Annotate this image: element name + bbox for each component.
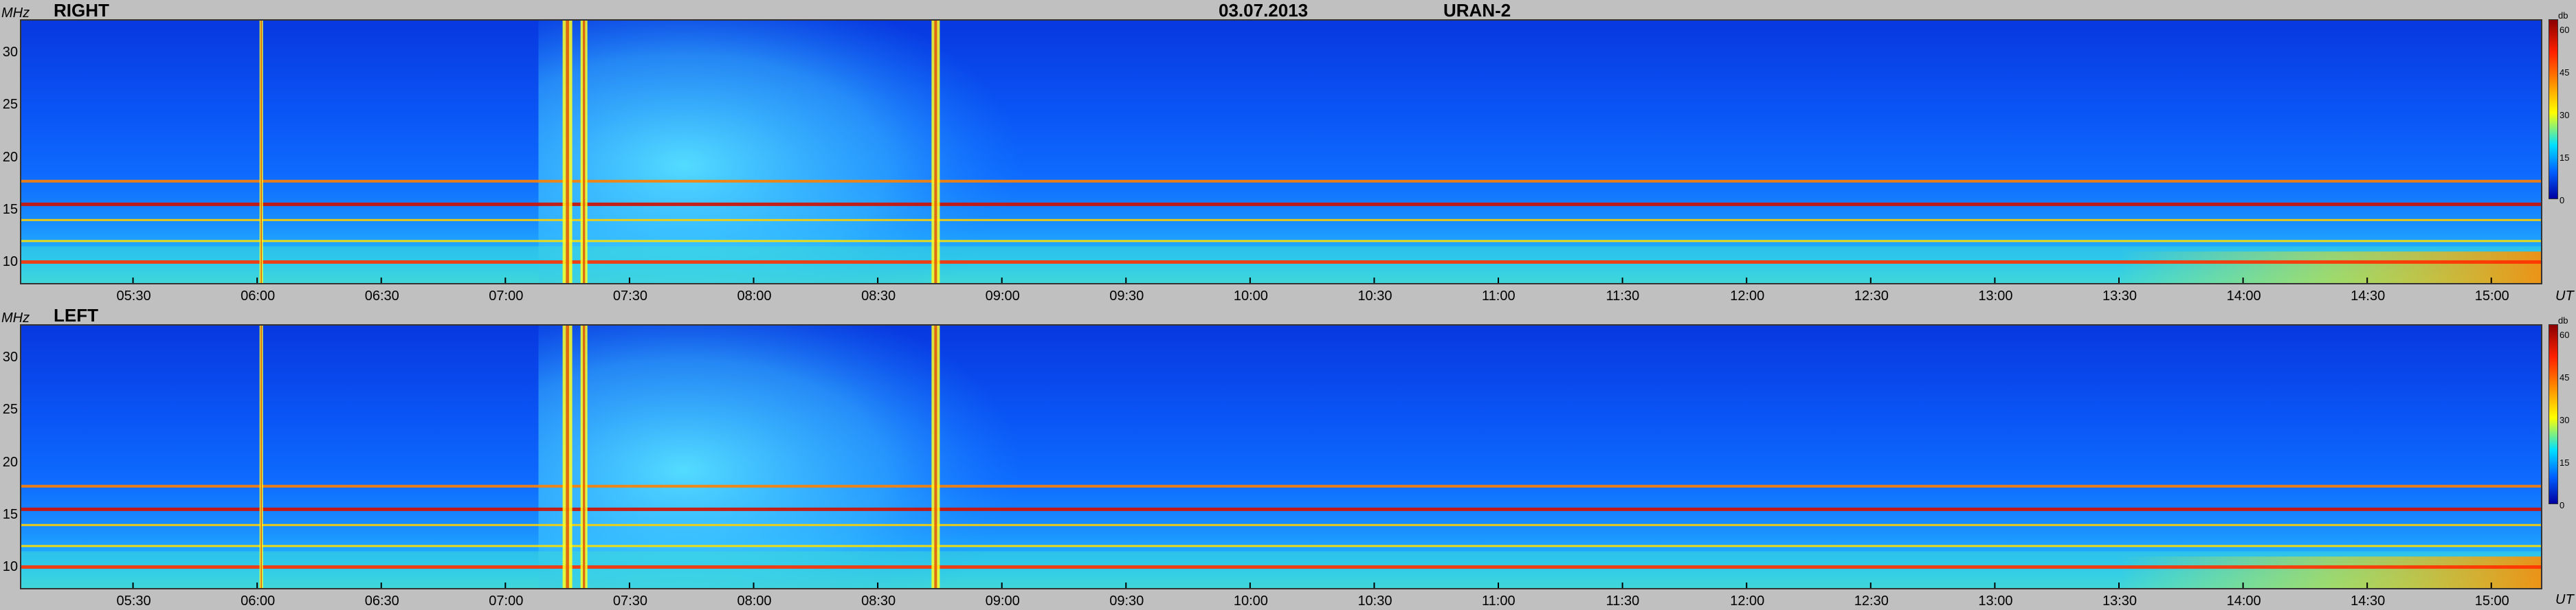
x-tick-label: 07:00 [489, 594, 524, 609]
y-tick-label: 10 [2, 559, 18, 575]
x-tick-label: 13:30 [2102, 289, 2138, 304]
colorbar-tick-label: 0 [2560, 195, 2565, 205]
colorbar [2549, 324, 2558, 504]
x-tick-label: 14:00 [2226, 594, 2261, 609]
spectrogram-plot [20, 19, 2542, 284]
x-tick-label: 13:00 [1978, 594, 2013, 609]
y-tick-label: 20 [2, 149, 18, 165]
x-tick-label: 10:30 [1357, 594, 1392, 609]
x-tick-label: 14:30 [2351, 594, 2386, 609]
x-tick-label: 10:00 [1233, 289, 1268, 304]
burst-core [934, 326, 937, 588]
instrument-label: URAN-2 [1443, 0, 1511, 21]
x-tick-label: 06:00 [241, 289, 276, 304]
y-tick-label: 30 [2, 349, 18, 365]
burst-core [566, 326, 569, 588]
x-tick-label: 08:00 [737, 594, 772, 609]
colorbar-tick-label: 60 [2560, 25, 2570, 35]
x-tick-label: 08:30 [861, 289, 896, 304]
emission-cloud [538, 21, 1023, 283]
x-tick-label: 08:30 [861, 594, 896, 609]
x-tick-label: 12:00 [1730, 594, 1765, 609]
late-intensity-region [2118, 556, 2541, 588]
x-tick-label: 07:00 [489, 289, 524, 304]
colorbar-tick-label: 15 [2560, 458, 2570, 468]
x-tick-label: 05:30 [116, 594, 151, 609]
emission-cloud [538, 326, 1023, 588]
colorbar [2549, 19, 2558, 199]
x-tick-label: 13:00 [1978, 289, 2013, 304]
interference-band [21, 179, 2541, 183]
x-tick-label: 07:30 [612, 289, 647, 304]
spectrogram-background [21, 21, 2541, 283]
colorbar-tick-label: 0 [2560, 500, 2565, 510]
colorbar-tick-label: 60 [2560, 330, 2570, 340]
colorbar-label: db [2558, 315, 2568, 326]
colorbar-label: db [2558, 10, 2568, 21]
x-tick-label: 06:30 [364, 289, 399, 304]
y-tick-label: 10 [2, 254, 18, 270]
x-tick-label: 14:00 [2226, 289, 2261, 304]
x-tick-label: 15:00 [2474, 289, 2509, 304]
colorbar-tick-label: 15 [2560, 152, 2570, 163]
x-tick-label: 10:30 [1357, 289, 1392, 304]
x-tick-label: 11:00 [1482, 594, 1515, 609]
colorbar-tick-label: 30 [2560, 415, 2570, 425]
interference-band [21, 202, 2541, 206]
spectrogram-background [21, 326, 2541, 588]
x-tick-label: 14:30 [2351, 289, 2386, 304]
x-tick-label: 09:30 [1109, 289, 1144, 304]
burst-core [260, 326, 262, 588]
interference-band [21, 218, 2541, 221]
x-tick-label: 12:30 [1854, 289, 1889, 304]
x-tick-label: 13:30 [2102, 594, 2138, 609]
burst-core [583, 326, 586, 588]
interference-band [21, 507, 2541, 511]
x-tick-label: 08:00 [737, 289, 772, 304]
x-tick-label: 10:00 [1233, 594, 1268, 609]
y-tick-label: 25 [2, 402, 18, 418]
interference-band [21, 240, 2541, 242]
x-axis-label: UT [2555, 289, 2574, 304]
x-tick-label: 06:00 [241, 594, 276, 609]
interference-band [21, 565, 2541, 569]
interference-band [21, 523, 2541, 526]
interference-band [21, 260, 2541, 264]
colorbar-tick-label: 45 [2560, 372, 2570, 383]
x-tick-label: 11:30 [1606, 289, 1640, 304]
spectrogram-plot [20, 324, 2542, 589]
y-tick-label: 30 [2, 44, 18, 60]
x-tick-label: 09:00 [985, 289, 1020, 304]
x-tick-label: 06:30 [364, 594, 399, 609]
x-tick-label: 07:30 [612, 594, 647, 609]
y-axis-label: MHz [1, 5, 30, 21]
x-tick-label: 09:30 [1109, 594, 1144, 609]
burst-core [566, 21, 569, 283]
y-tick-label: 25 [2, 97, 18, 113]
x-tick-label: 12:00 [1730, 289, 1765, 304]
colorbar-tick-label: 45 [2560, 67, 2570, 78]
x-axis-label: UT [2555, 592, 2574, 607]
x-tick-label: 05:30 [116, 289, 151, 304]
x-tick-label: 11:00 [1482, 289, 1515, 304]
y-tick-label: 20 [2, 454, 18, 470]
x-tick-label: 12:30 [1854, 594, 1889, 609]
interference-band [21, 545, 2541, 547]
interference-band [21, 484, 2541, 488]
burst-core [583, 21, 586, 283]
date-label: 03.07.2013 [1219, 0, 1309, 21]
y-tick-label: 15 [2, 202, 18, 218]
y-tick-label: 15 [2, 507, 18, 523]
x-tick-label: 15:00 [2474, 594, 2509, 609]
panel-title: LEFT [54, 305, 98, 326]
burst-core [260, 21, 262, 283]
colorbar-tick-label: 30 [2560, 110, 2570, 120]
x-tick-label: 11:30 [1606, 594, 1640, 609]
late-intensity-region [2118, 251, 2541, 283]
burst-core [934, 21, 937, 283]
panel-title: RIGHT [54, 0, 109, 21]
y-axis-label: MHz [1, 310, 30, 326]
x-tick-label: 09:00 [985, 594, 1020, 609]
